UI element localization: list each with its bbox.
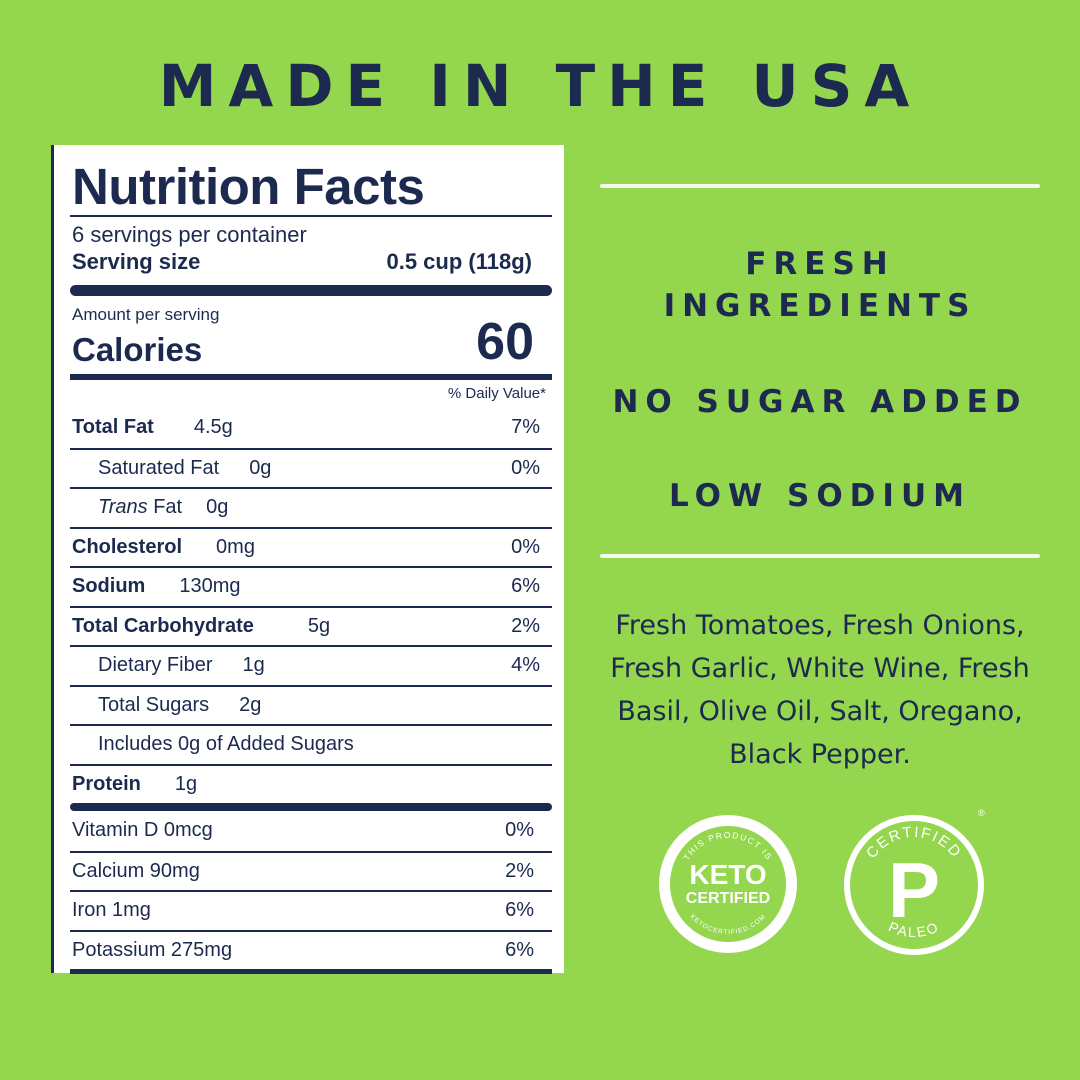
claim-fresh-ingredients: FRESH INGREDIENTS <box>600 243 1040 327</box>
nutrient-row: Total Sugars 2g <box>70 684 552 725</box>
vitamin-name: Iron 1mg <box>72 899 151 922</box>
serving-size-label: Serving size <box>72 249 201 274</box>
nutrient-name: Includes 0g of Added Sugars <box>98 733 354 756</box>
amount-per-serving: Amount per serving <box>72 305 220 324</box>
vitamin-list: Vitamin D 0mcg 0% Calcium 90mg 2% Iron 1mg 6%… <box>70 811 552 969</box>
keto-certified-badge: THIS PRODUCT IS KETO CERTIFIED KETOCERTI… <box>659 815 797 953</box>
nutrient-name: Total Carbohydrate <box>72 614 254 637</box>
vitamin-name: Vitamin D 0mcg <box>72 819 213 842</box>
nutrient-row: Cholesterol 0mg 0% <box>70 526 552 567</box>
vitamin-row: Vitamin D 0mcg 0% <box>70 811 552 851</box>
ingredients-list: Fresh Tomatoes, Fresh Onions, Fresh Garl… <box>610 610 1030 770</box>
vitamin-daily-value: 6% <box>505 899 534 922</box>
vitamin-row: Potassium 275mg 6% <box>70 929 552 970</box>
nutrient-name-italic: Trans <box>98 496 148 519</box>
nutrient-list: Total Fat 4.5g 7% Saturated Fat 0g 0% Trans Fa… <box>70 408 552 803</box>
divider-medium <box>70 374 552 380</box>
nutrient-left: Total Carbohydrate 5g <box>72 615 330 638</box>
divider-thick <box>70 803 552 811</box>
daily-value-header: % Daily Value* <box>447 385 546 402</box>
vitamin-name: Potassium 275mg <box>72 938 233 961</box>
nutrient-name-rest: Fat <box>147 496 183 519</box>
calories-value: 60 <box>476 313 534 371</box>
paleo-bottom-text: PALEO <box>886 918 942 940</box>
calories-label: Calories <box>72 331 203 368</box>
keto-line1: KETO <box>689 859 766 890</box>
nutrient-left: Cholesterol 0mg <box>72 536 255 559</box>
nutrient-row: Total Carbohydrate 5g 2% <box>70 605 552 646</box>
nutrition-facts-label: Nutrition Facts 6 servings per container… <box>51 145 564 974</box>
nutrient-left: Includes 0g of Added Sugars <box>98 733 354 756</box>
nutrient-amount: 130mg <box>179 575 241 598</box>
vitamin-daily-value: 0% <box>505 819 534 842</box>
vitamin-row: Iron 1mg 6% <box>70 890 552 930</box>
nutrient-amount: 1g <box>174 772 198 795</box>
servings-per-container: 6 servings per container <box>72 222 307 247</box>
nutrient-row: Sodium 130mg 6% <box>70 566 552 606</box>
nutrient-left: Total Fat 4.5g <box>72 416 233 439</box>
nutrient-daily-value: 0% <box>511 456 540 479</box>
nutrient-daily-value: 4% <box>511 654 540 677</box>
nutrient-amount: 5g <box>307 614 331 637</box>
nutrient-row: Protein 1g <box>70 763 552 804</box>
divider-rule <box>70 215 552 217</box>
keto-line2: CERTIFIED <box>686 890 770 907</box>
vitamin-daily-value: 2% <box>505 859 534 882</box>
nutrient-amount: 1g <box>242 654 265 677</box>
nutrient-left: Saturated Fat 0g <box>98 457 271 480</box>
nutrient-amount: 0mg <box>216 535 255 558</box>
vitamin-name: Calcium 90mg <box>72 859 200 882</box>
nutrient-left: Sodium 130mg <box>72 575 241 598</box>
nutrient-daily-value: 7% <box>511 416 540 439</box>
nutrient-name: Dietary Fiber <box>98 654 213 677</box>
nutrient-row: Total Fat 4.5g 7% <box>70 408 552 448</box>
nutrient-left: Protein 1g <box>72 773 197 796</box>
nutrient-name: Sodium <box>72 575 146 598</box>
nutrient-left: Total Sugars 2g <box>98 694 261 717</box>
nutrient-daily-value: 6% <box>511 575 540 598</box>
nutrient-amount: 2g <box>239 693 262 716</box>
headline: MADE IN THE USA <box>158 52 922 120</box>
vitamin-daily-value: 6% <box>505 938 534 961</box>
divider-top <box>600 184 1040 188</box>
nutrient-left: Dietary Fiber 1g <box>98 654 265 677</box>
claim-fresh-line1: FRESH <box>745 246 895 282</box>
claim-no-sugar: NO SUGAR ADDED <box>612 384 1028 420</box>
nutrition-title: Nutrition Facts <box>72 158 425 215</box>
nutrient-name: Cholesterol <box>72 535 183 558</box>
nutrient-amount: 0g <box>249 456 272 479</box>
certified-paleo-badge: CERTIFIED P PALEO ® <box>844 808 985 955</box>
nutrient-row: Trans Fat 0g <box>70 487 552 527</box>
nutrient-row: Saturated Fat 0g 0% <box>70 447 552 488</box>
divider-bottom <box>70 969 552 974</box>
claim-low-sodium: LOW SODIUM <box>669 478 971 514</box>
nutrient-row: Includes 0g of Added Sugars <box>70 724 552 764</box>
nutrient-amount: 4.5g <box>193 416 233 439</box>
vitamin-row: Calcium 90mg 2% <box>70 850 552 891</box>
paleo-letter: P <box>888 846 940 934</box>
calories-row: Calories 60 <box>70 316 552 368</box>
nutrient-name: Protein <box>72 772 141 795</box>
nutrient-daily-value: 2% <box>511 614 540 637</box>
claim-fresh-line2: INGREDIENTS <box>663 288 977 324</box>
nutrient-name: Total Fat <box>72 416 154 439</box>
nutrient-name: Saturated Fat <box>98 456 220 479</box>
nutrient-daily-value: 0% <box>511 535 540 558</box>
divider-thick <box>70 285 552 296</box>
serving-size-value: 0.5 cup (118g) <box>386 249 532 274</box>
nutrient-name: Total Sugars <box>98 693 210 716</box>
nutrient-row: Dietary Fiber 1g 4% <box>70 645 552 685</box>
registered-mark: ® <box>978 808 985 818</box>
serving-size-row: Serving size 0.5 cup (118g) <box>70 247 552 277</box>
nutrient-left: Trans Fat 0g <box>98 496 228 519</box>
nutrient-name: Trans Fat <box>98 496 182 519</box>
nutrient-amount: 0g <box>206 496 229 519</box>
divider-bottom-right <box>600 554 1040 558</box>
